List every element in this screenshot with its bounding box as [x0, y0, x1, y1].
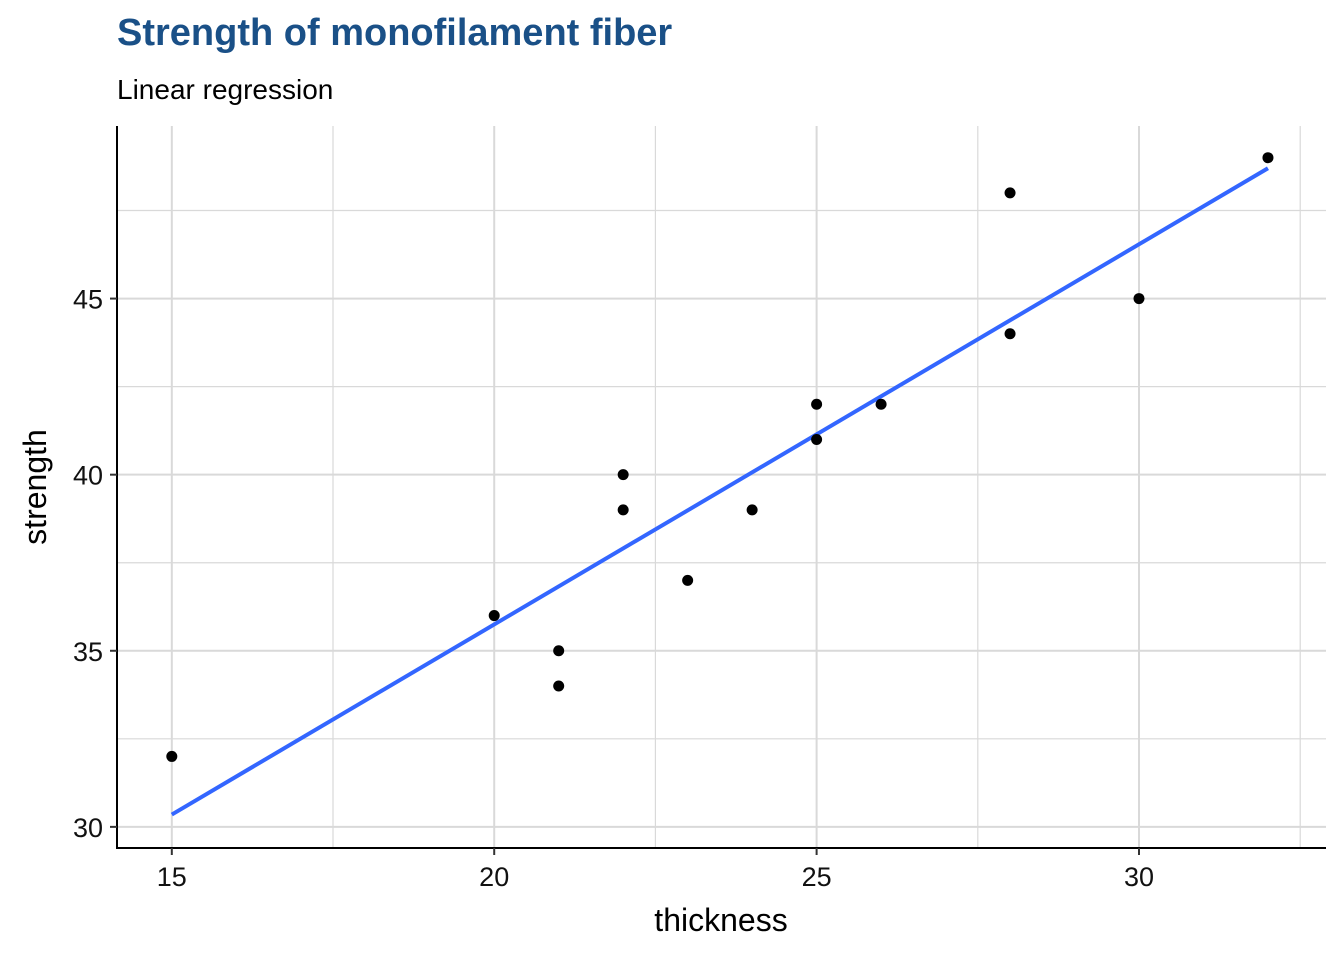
x-tick-label: 15	[157, 862, 187, 892]
chart-subtitle: Linear regression	[117, 74, 334, 105]
regression-line-group	[170, 166, 1269, 817]
regression-line	[170, 166, 1269, 817]
axes: 15 20 25 30 30 35 40 45	[73, 126, 1326, 892]
x-tick-label: 20	[479, 862, 509, 892]
y-axis-title: strength	[17, 429, 53, 545]
y-tick-label: 35	[73, 637, 103, 667]
data-point	[875, 398, 887, 410]
data-point	[488, 610, 500, 622]
x-axis-title: thickness	[654, 902, 787, 938]
data-point	[811, 398, 823, 410]
chart-title: Strength of monofilament fiber	[117, 12, 673, 54]
data-point	[617, 469, 629, 481]
data-point	[1262, 152, 1274, 164]
data-point	[682, 574, 694, 586]
y-tick-label: 45	[73, 285, 103, 315]
data-point	[1004, 328, 1016, 340]
data-point	[1133, 293, 1145, 305]
data-point	[746, 504, 758, 516]
data-point	[166, 750, 178, 762]
x-tick-label: 25	[802, 862, 832, 892]
x-tick-label: 30	[1124, 862, 1154, 892]
data-point	[811, 433, 823, 445]
data-points	[166, 152, 1274, 762]
y-tick-label: 30	[73, 813, 103, 843]
data-point	[617, 504, 629, 516]
data-point	[553, 680, 565, 692]
data-point	[1004, 187, 1016, 199]
y-tick-label: 40	[73, 461, 103, 491]
grid	[117, 126, 1326, 848]
data-point	[553, 645, 565, 657]
